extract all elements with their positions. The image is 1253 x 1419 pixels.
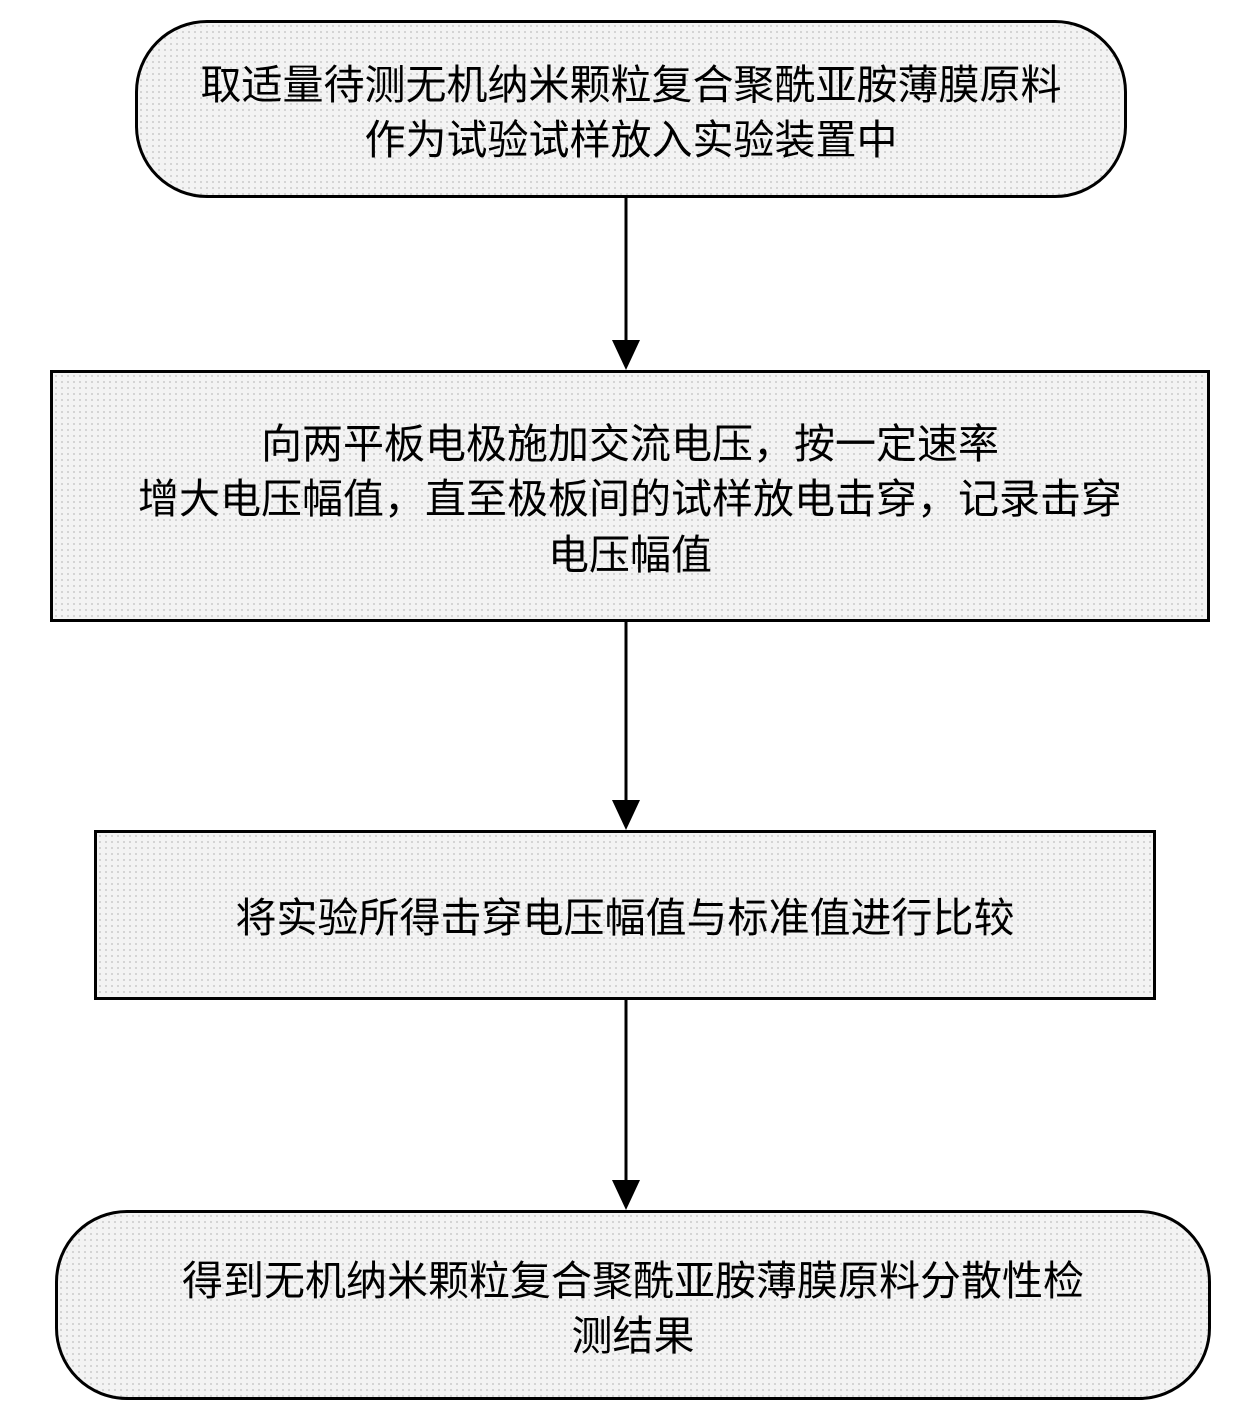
flow-node-step-3: 将实验所得击穿电压幅值与标准值进行比较 bbox=[94, 830, 1156, 1000]
flowchart-canvas: 取适量待测无机纳米颗粒复合聚酰亚胺薄膜原料 作为试验试样放入实验装置中 向两平板… bbox=[0, 0, 1253, 1419]
flow-arrows bbox=[0, 0, 1253, 1419]
flow-node-text: 得到无机纳米颗粒复合聚酰亚胺薄膜原料分散性检 测结果 bbox=[182, 1250, 1084, 1361]
flow-node-text: 取适量待测无机纳米颗粒复合聚酰亚胺薄膜原料 作为试验试样放入实验装置中 bbox=[201, 54, 1062, 165]
flow-node-end: 得到无机纳米颗粒复合聚酰亚胺薄膜原料分散性检 测结果 bbox=[55, 1210, 1211, 1400]
flow-node-step-2: 向两平板电极施加交流电压，按一定速率 增大电压幅值，直至极板间的试样放电击穿，记… bbox=[50, 370, 1210, 622]
flow-node-start: 取适量待测无机纳米颗粒复合聚酰亚胺薄膜原料 作为试验试样放入实验装置中 bbox=[135, 20, 1127, 198]
flow-node-text: 向两平板电极施加交流电压，按一定速率 增大电压幅值，直至极板间的试样放电击穿，记… bbox=[138, 413, 1122, 579]
flow-node-text: 将实验所得击穿电压幅值与标准值进行比较 bbox=[236, 887, 1015, 942]
